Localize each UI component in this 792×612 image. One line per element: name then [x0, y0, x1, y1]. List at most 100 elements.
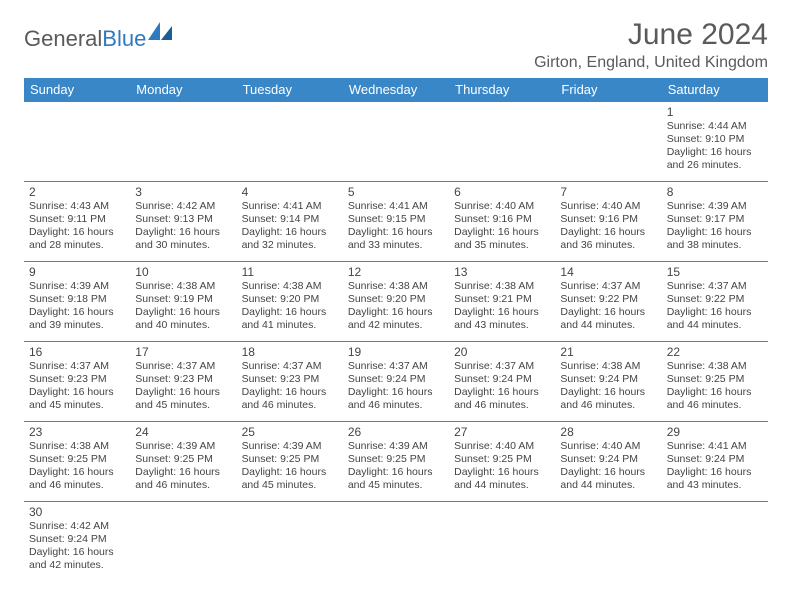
calendar-row: 16Sunrise: 4:37 AMSunset: 9:23 PMDayligh…	[24, 342, 768, 422]
day-detail: and 46 minutes.	[560, 399, 656, 412]
day-detail: and 44 minutes.	[560, 479, 656, 492]
day-detail: Sunset: 9:22 PM	[667, 293, 763, 306]
day-number: 29	[667, 425, 763, 439]
day-number: 5	[348, 185, 444, 199]
day-number: 12	[348, 265, 444, 279]
calendar-cell: 19Sunrise: 4:37 AMSunset: 9:24 PMDayligh…	[343, 342, 449, 422]
day-detail: Daylight: 16 hours	[135, 466, 231, 479]
header: GeneralBlue June 2024 Girton, England, U…	[24, 18, 768, 72]
day-number: 24	[135, 425, 231, 439]
day-header: Wednesday	[343, 78, 449, 102]
day-header-row: SundayMondayTuesdayWednesdayThursdayFrid…	[24, 78, 768, 102]
day-detail: Sunset: 9:23 PM	[242, 373, 338, 386]
day-detail: Sunset: 9:18 PM	[29, 293, 125, 306]
calendar-cell-empty	[555, 502, 661, 582]
day-detail: Daylight: 16 hours	[135, 386, 231, 399]
day-detail: Sunrise: 4:40 AM	[560, 440, 656, 453]
day-detail: Sunset: 9:25 PM	[29, 453, 125, 466]
day-number: 27	[454, 425, 550, 439]
day-detail: and 45 minutes.	[29, 399, 125, 412]
calendar-cell: 23Sunrise: 4:38 AMSunset: 9:25 PMDayligh…	[24, 422, 130, 502]
day-header: Thursday	[449, 78, 555, 102]
day-number: 18	[242, 345, 338, 359]
day-detail: and 46 minutes.	[135, 479, 231, 492]
day-detail: Sunrise: 4:39 AM	[667, 200, 763, 213]
day-detail: Sunrise: 4:38 AM	[454, 280, 550, 293]
day-detail: and 42 minutes.	[29, 559, 125, 572]
day-detail: Sunrise: 4:40 AM	[560, 200, 656, 213]
day-detail: Sunset: 9:17 PM	[667, 213, 763, 226]
day-number: 19	[348, 345, 444, 359]
day-detail: Daylight: 16 hours	[667, 386, 763, 399]
day-number: 3	[135, 185, 231, 199]
day-detail: and 30 minutes.	[135, 239, 231, 252]
calendar-cell: 25Sunrise: 4:39 AMSunset: 9:25 PMDayligh…	[237, 422, 343, 502]
day-detail: Daylight: 16 hours	[348, 306, 444, 319]
day-detail: Daylight: 16 hours	[29, 546, 125, 559]
calendar-cell-empty	[130, 102, 236, 182]
day-detail: Sunrise: 4:39 AM	[242, 440, 338, 453]
day-detail: Daylight: 16 hours	[348, 226, 444, 239]
day-number: 14	[560, 265, 656, 279]
day-number: 11	[242, 265, 338, 279]
day-detail: and 45 minutes.	[348, 479, 444, 492]
day-detail: Daylight: 16 hours	[348, 466, 444, 479]
calendar-row: 23Sunrise: 4:38 AMSunset: 9:25 PMDayligh…	[24, 422, 768, 502]
day-detail: Sunrise: 4:40 AM	[454, 440, 550, 453]
day-detail: Daylight: 16 hours	[560, 466, 656, 479]
day-number: 16	[29, 345, 125, 359]
calendar-cell-empty	[449, 502, 555, 582]
day-number: 22	[667, 345, 763, 359]
day-number: 17	[135, 345, 231, 359]
calendar-row: 2Sunrise: 4:43 AMSunset: 9:11 PMDaylight…	[24, 182, 768, 262]
day-detail: and 45 minutes.	[135, 399, 231, 412]
day-detail: Daylight: 16 hours	[242, 386, 338, 399]
calendar-table: SundayMondayTuesdayWednesdayThursdayFrid…	[24, 78, 768, 582]
calendar-cell-empty	[449, 102, 555, 182]
calendar-cell: 6Sunrise: 4:40 AMSunset: 9:16 PMDaylight…	[449, 182, 555, 262]
day-detail: Daylight: 16 hours	[29, 306, 125, 319]
day-number: 1	[667, 105, 763, 119]
day-detail: Sunrise: 4:44 AM	[667, 120, 763, 133]
day-detail: Sunrise: 4:37 AM	[348, 360, 444, 373]
day-detail: Sunset: 9:10 PM	[667, 133, 763, 146]
day-number: 26	[348, 425, 444, 439]
day-detail: Sunset: 9:24 PM	[29, 533, 125, 546]
day-detail: Sunset: 9:23 PM	[135, 373, 231, 386]
calendar-cell: 7Sunrise: 4:40 AMSunset: 9:16 PMDaylight…	[555, 182, 661, 262]
day-number: 8	[667, 185, 763, 199]
calendar-cell: 22Sunrise: 4:38 AMSunset: 9:25 PMDayligh…	[662, 342, 768, 422]
calendar-cell: 15Sunrise: 4:37 AMSunset: 9:22 PMDayligh…	[662, 262, 768, 342]
day-detail: Daylight: 16 hours	[560, 386, 656, 399]
day-detail: Sunrise: 4:37 AM	[454, 360, 550, 373]
day-number: 28	[560, 425, 656, 439]
day-detail: Sunset: 9:23 PM	[29, 373, 125, 386]
day-detail: and 41 minutes.	[242, 319, 338, 332]
calendar-cell: 9Sunrise: 4:39 AMSunset: 9:18 PMDaylight…	[24, 262, 130, 342]
day-detail: and 26 minutes.	[667, 159, 763, 172]
day-header: Monday	[130, 78, 236, 102]
day-detail: Sunrise: 4:38 AM	[348, 280, 444, 293]
day-detail: Sunset: 9:16 PM	[560, 213, 656, 226]
day-number: 13	[454, 265, 550, 279]
calendar-cell: 29Sunrise: 4:41 AMSunset: 9:24 PMDayligh…	[662, 422, 768, 502]
day-number: 10	[135, 265, 231, 279]
logo: GeneralBlue	[24, 26, 174, 52]
calendar-cell: 3Sunrise: 4:42 AMSunset: 9:13 PMDaylight…	[130, 182, 236, 262]
day-detail: Sunrise: 4:39 AM	[29, 280, 125, 293]
day-detail: Sunset: 9:25 PM	[242, 453, 338, 466]
calendar-cell: 30Sunrise: 4:42 AMSunset: 9:24 PMDayligh…	[24, 502, 130, 582]
day-number: 23	[29, 425, 125, 439]
day-number: 4	[242, 185, 338, 199]
calendar-cell: 16Sunrise: 4:37 AMSunset: 9:23 PMDayligh…	[24, 342, 130, 422]
calendar-cell: 21Sunrise: 4:38 AMSunset: 9:24 PMDayligh…	[555, 342, 661, 422]
day-detail: Sunrise: 4:41 AM	[348, 200, 444, 213]
day-detail: and 46 minutes.	[667, 399, 763, 412]
day-detail: Sunset: 9:22 PM	[560, 293, 656, 306]
day-detail: Daylight: 16 hours	[135, 306, 231, 319]
calendar-cell: 26Sunrise: 4:39 AMSunset: 9:25 PMDayligh…	[343, 422, 449, 502]
logo-word1: General	[24, 26, 102, 52]
calendar-cell: 14Sunrise: 4:37 AMSunset: 9:22 PMDayligh…	[555, 262, 661, 342]
day-detail: Sunrise: 4:37 AM	[560, 280, 656, 293]
day-detail: Sunset: 9:24 PM	[348, 373, 444, 386]
